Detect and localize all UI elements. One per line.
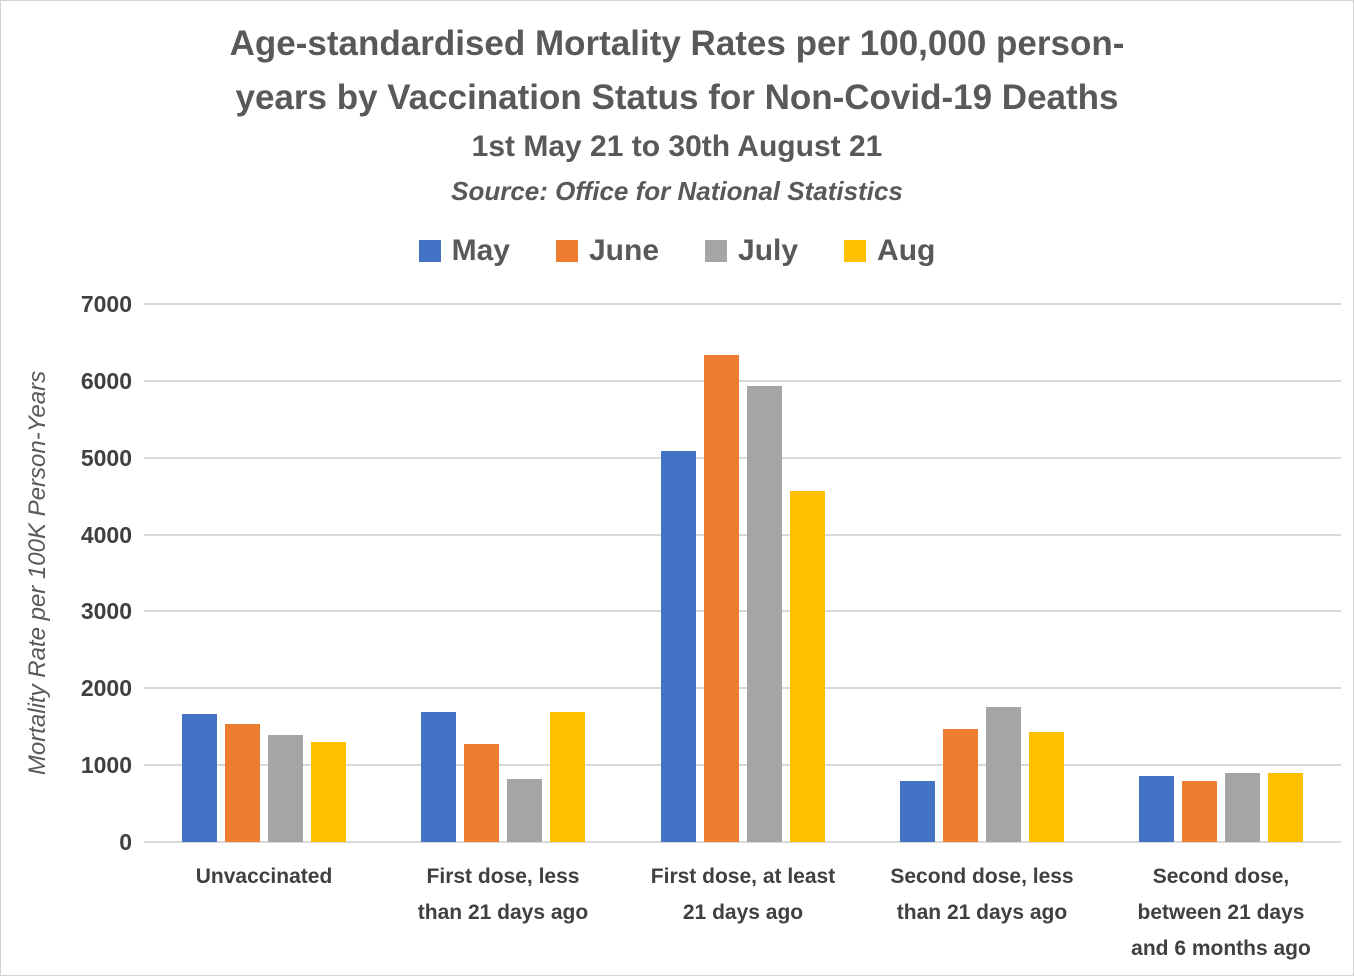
bar-aug-3 bbox=[790, 491, 825, 842]
category-label-line: 21 days ago bbox=[682, 901, 804, 924]
y-tick-label-6000: 6000 bbox=[80, 367, 132, 394]
legend-swatch-june bbox=[555, 240, 578, 262]
y-tick-label-5000: 5000 bbox=[80, 444, 132, 471]
legend-entry-aug: Aug bbox=[844, 234, 935, 268]
category-label-line: than 21 days ago bbox=[896, 901, 1068, 924]
legend-label-aug: Aug bbox=[877, 234, 936, 267]
legend-entry-june: June bbox=[555, 234, 660, 268]
category-label-line: First dose, less bbox=[426, 865, 580, 888]
bar-june-3 bbox=[704, 355, 739, 842]
y-tick-label-0: 0 bbox=[119, 829, 132, 855]
gridline-5000 bbox=[144, 456, 1341, 459]
legend-swatch-may bbox=[418, 240, 441, 262]
bar-may-5 bbox=[1139, 776, 1174, 842]
legend-entry-may: May bbox=[418, 234, 510, 268]
category-label-3: First dose, at least 21 days ago bbox=[617, 859, 869, 931]
bar-july-4 bbox=[986, 707, 1021, 842]
bar-may-1 bbox=[182, 714, 217, 842]
bar-may-4 bbox=[900, 781, 935, 842]
chart-title-line1: Age-standardised Mortality Rates per 100… bbox=[229, 24, 1125, 63]
bar-june-5 bbox=[1182, 781, 1217, 842]
legend-entry-july: July bbox=[705, 234, 798, 268]
bar-july-1 bbox=[268, 735, 303, 842]
bar-aug-1 bbox=[311, 742, 346, 842]
category-label-line: between 21 days bbox=[1137, 901, 1305, 924]
legend-swatch-aug bbox=[844, 240, 867, 262]
category-label-line: Second dose, bbox=[1152, 865, 1290, 888]
bar-aug-4 bbox=[1029, 732, 1064, 842]
legend-label-july: July bbox=[738, 234, 799, 267]
bar-aug-2 bbox=[550, 712, 585, 842]
bar-may-2 bbox=[421, 712, 456, 842]
chart-title: Age-standardised Mortality Rates per 100… bbox=[1, 17, 1353, 125]
gridline-2000 bbox=[144, 687, 1341, 690]
category-label-line: Second dose, less bbox=[890, 865, 1074, 888]
y-tick-label-7000: 7000 bbox=[80, 291, 132, 317]
bar-may-3 bbox=[661, 451, 696, 842]
legend-label-june: June bbox=[588, 234, 660, 267]
y-tick-label-2000: 2000 bbox=[80, 675, 132, 702]
chart-source: Source: Office for National Statistics bbox=[451, 176, 903, 206]
bar-aug-5 bbox=[1268, 773, 1303, 842]
gridline-6000 bbox=[144, 379, 1341, 382]
gridline-7000 bbox=[144, 303, 1341, 305]
category-label-line: than 21 days ago bbox=[417, 901, 589, 924]
gridline-3000 bbox=[144, 610, 1341, 613]
legend-label-may: May bbox=[451, 234, 510, 267]
y-tick-label-4000: 4000 bbox=[80, 521, 132, 548]
bar-june-4 bbox=[943, 729, 978, 842]
gridline-0 bbox=[144, 841, 1341, 843]
category-label-4: Second dose, less than 21 days ago bbox=[856, 859, 1108, 931]
legend-swatch-july bbox=[705, 240, 728, 262]
category-label-line: First dose, at least bbox=[650, 865, 836, 888]
bar-july-5 bbox=[1225, 773, 1260, 842]
gridline-1000 bbox=[144, 764, 1341, 767]
legend: May June July Aug bbox=[1, 229, 1353, 273]
category-label-2: First dose, less than 21 days ago bbox=[377, 859, 629, 931]
category-label-line: Unvaccinated bbox=[195, 865, 333, 888]
gridline-4000 bbox=[144, 533, 1341, 536]
y-tick-label-1000: 1000 bbox=[80, 752, 132, 779]
category-label-1: Unvaccinated bbox=[138, 859, 390, 895]
chart-title-line2: years by Vaccination Status for Non-Covi… bbox=[235, 78, 1119, 117]
category-label-5: Second dose, between 21 days and 6 months … bbox=[1095, 859, 1347, 967]
chart-subtitle: 1st May 21 to 30th August 21 bbox=[471, 130, 883, 163]
bar-june-1 bbox=[225, 724, 260, 842]
category-label-line: and 6 months ago bbox=[1131, 937, 1311, 960]
y-tick-label-3000: 3000 bbox=[80, 598, 132, 625]
bar-june-2 bbox=[464, 744, 499, 842]
bar-july-2 bbox=[507, 779, 542, 842]
bar-july-3 bbox=[747, 386, 782, 842]
